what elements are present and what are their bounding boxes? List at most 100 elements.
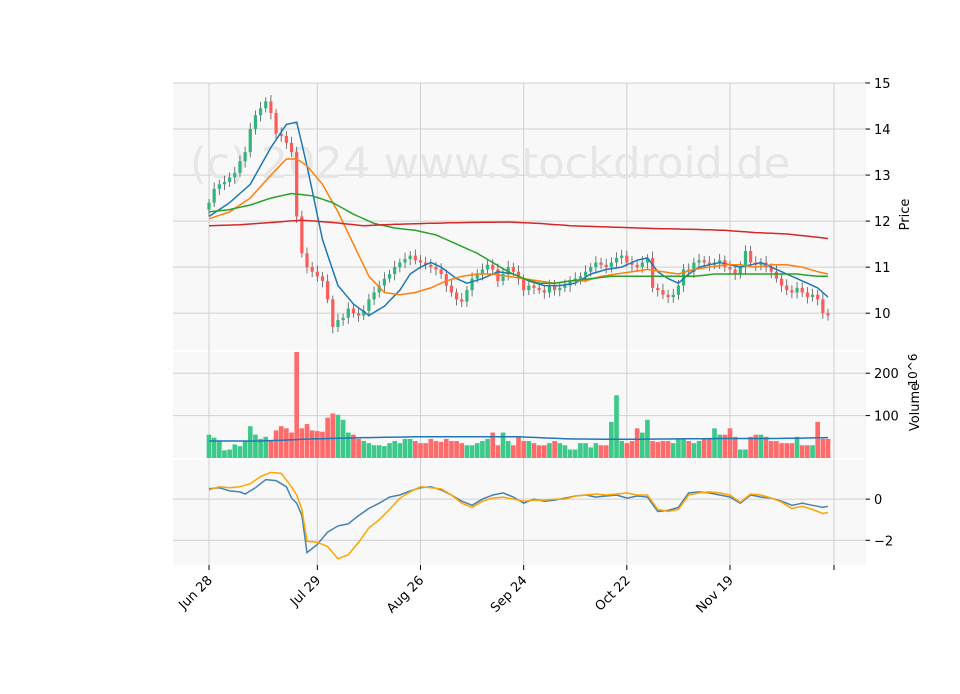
volume-bar: [588, 447, 594, 458]
volume-bar: [516, 436, 521, 458]
candle-body: [506, 267, 510, 275]
candle-body: [697, 260, 701, 263]
price-ma-slow-line: [208, 192, 828, 284]
price-tick-label: 10: [874, 307, 891, 322]
candle-body: [681, 269, 686, 286]
volume-bar: [598, 445, 604, 458]
volume-bar: [242, 441, 248, 458]
volume-bar: [526, 441, 532, 458]
volume-bar: [768, 441, 774, 458]
volume-bar: [572, 449, 578, 458]
volume-bar: [433, 441, 439, 458]
candle-body: [305, 253, 309, 268]
candle-body: [253, 115, 258, 130]
candle-body: [367, 299, 371, 311]
candle-body: [589, 267, 593, 272]
volume-bar: [278, 426, 284, 458]
volume-bar: [356, 438, 361, 458]
volume-bar: [743, 449, 748, 458]
volume-bar: [459, 443, 465, 458]
candle-body: [599, 262, 603, 265]
volume-bar: [681, 438, 686, 458]
volume-bar: [206, 434, 212, 458]
candle-body: [501, 274, 505, 281]
candle-body: [800, 287, 804, 293]
candle-body: [656, 287, 660, 291]
candle-body: [398, 262, 402, 268]
candle-body: [455, 292, 459, 300]
volume-bar: [376, 445, 382, 458]
candle-body: [578, 276, 582, 279]
candle-body: [351, 308, 356, 314]
candle-body: [702, 260, 706, 263]
x-tick-label: Jul 29: [287, 573, 324, 610]
candle-body: [614, 257, 619, 263]
candle-body: [785, 285, 789, 291]
oscillator-tick-label: 0: [874, 493, 882, 508]
volume-bar: [315, 431, 320, 458]
candle-body: [310, 267, 314, 272]
volume-bar: [423, 443, 428, 458]
candle-body: [233, 172, 237, 178]
candle-body: [243, 152, 247, 162]
candle-body: [821, 299, 825, 314]
volume-tick-label: 100: [874, 410, 899, 425]
volume-bar: [397, 443, 403, 458]
volume-bar: [774, 441, 779, 458]
volume-bar: [717, 434, 722, 458]
volume-axis-label: Volume: [908, 383, 923, 431]
volume-bar: [366, 443, 372, 458]
candle-body: [553, 285, 557, 291]
x-tick-label: Oct 22: [593, 573, 634, 614]
volume-bar: [722, 434, 728, 458]
candle-body: [671, 294, 675, 298]
candle-body: [743, 251, 748, 268]
volume-bar: [562, 445, 568, 458]
candle-body: [300, 216, 304, 254]
candle-body: [382, 278, 386, 286]
oscillator-tick-label: −2: [874, 534, 893, 549]
price-panel-background: [173, 83, 865, 350]
volume-bar: [583, 443, 588, 458]
candle-body: [475, 274, 479, 279]
candles-group: [207, 94, 830, 334]
volume-bar: [758, 434, 764, 458]
candle-body: [248, 129, 252, 153]
volume-bar: [727, 428, 733, 458]
volume-bar: [253, 434, 258, 458]
volume-bar: [443, 438, 449, 458]
volume-bar: [345, 432, 351, 458]
volume-bar: [495, 445, 501, 458]
volume-bar: [216, 441, 222, 458]
candle-body: [228, 177, 232, 182]
candle-body: [403, 259, 407, 263]
candle-body: [480, 269, 484, 275]
volume-bar: [557, 443, 563, 458]
candle-body: [718, 260, 722, 263]
volume-bar: [211, 437, 217, 458]
volume-bar: [810, 445, 815, 458]
candle-body: [485, 264, 490, 270]
candle-body: [609, 262, 613, 268]
candle-body: [805, 292, 809, 298]
volume-bar: [707, 438, 712, 458]
price-tick-label: 11: [874, 261, 891, 276]
candle-body: [212, 188, 216, 203]
volume-bar: [351, 434, 356, 458]
candle-body: [238, 161, 242, 173]
candle-body: [635, 264, 639, 268]
volume-bar: [624, 443, 630, 458]
volume-bar: [222, 450, 227, 458]
candle-body: [759, 262, 763, 265]
osc-panel-background: [173, 460, 865, 565]
volume-bar: [449, 441, 454, 458]
price-ma-long-line: [208, 219, 829, 240]
volume-bar: [294, 352, 300, 458]
candle-body: [222, 181, 227, 185]
volume-bar: [284, 428, 289, 458]
volume-bar: [387, 443, 392, 458]
candle-body: [413, 255, 417, 261]
volume-bar: [799, 445, 805, 458]
volume-bar: [469, 445, 475, 458]
